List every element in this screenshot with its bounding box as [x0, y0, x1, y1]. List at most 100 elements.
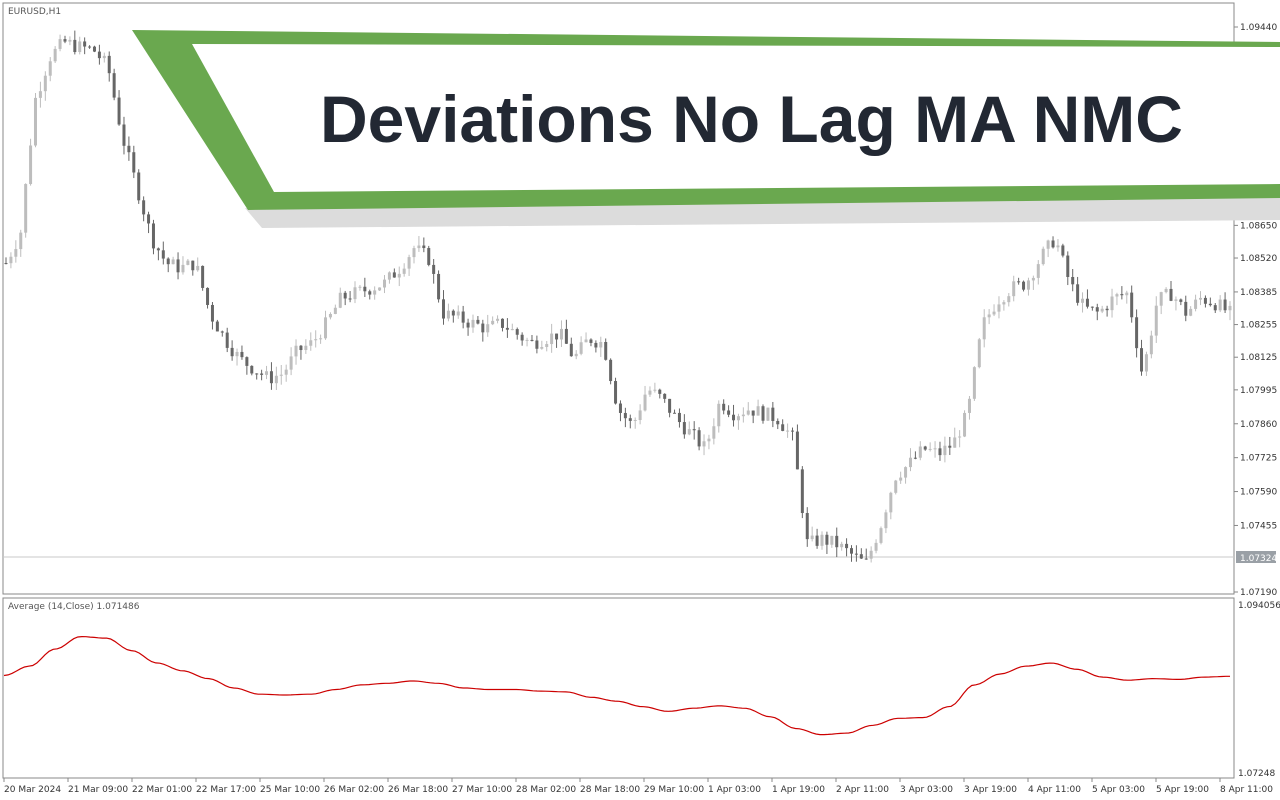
candle-body [97, 51, 101, 59]
candle-body [687, 429, 691, 435]
candle-body [923, 446, 927, 450]
candle-body [451, 310, 455, 316]
candle-body [383, 279, 387, 288]
candle-body [992, 311, 996, 315]
candle-body [1110, 296, 1114, 311]
candle-body [810, 535, 814, 540]
candle-body [766, 407, 770, 421]
candle-body [387, 272, 391, 280]
candle-body [1179, 299, 1183, 302]
time-tick-label: 3 Apr 19:00 [964, 785, 1017, 795]
candle-body [245, 357, 249, 366]
candle-body [658, 389, 662, 394]
candle-body [859, 554, 863, 559]
candle-body [717, 403, 721, 427]
candle-body [673, 412, 677, 414]
candle-body [1218, 299, 1222, 311]
time-tick-label: 28 Mar 02:00 [516, 785, 576, 795]
candle-body [1056, 245, 1060, 248]
indicator-label: Average (14,Close) 1.071486 [8, 602, 140, 612]
price-tick-label: 1.08125 [1240, 353, 1277, 363]
candle-body [849, 548, 853, 554]
candle-body [795, 431, 799, 470]
candle-body [132, 152, 136, 173]
candle-body [928, 448, 932, 450]
candle-body [1022, 281, 1026, 290]
candle-body [830, 535, 834, 545]
candle-body [869, 550, 873, 559]
candle-body [294, 345, 298, 357]
candle-body [884, 512, 888, 529]
candle-body [117, 97, 121, 125]
candle-body [235, 351, 239, 357]
candle-body [918, 446, 922, 458]
symbol-label: EURUSD,H1 [8, 7, 61, 17]
candle-body [594, 342, 598, 348]
candle-body [589, 339, 593, 343]
candle-body [156, 248, 160, 251]
candle-body [1002, 302, 1006, 305]
candle-body [181, 264, 185, 273]
candles-layer [4, 30, 1232, 563]
candle-body [1041, 248, 1045, 265]
candle-body [1120, 294, 1124, 296]
candle-body [1007, 296, 1011, 303]
candle-body [53, 48, 57, 62]
candle-body [815, 535, 819, 546]
candle-body [397, 273, 401, 278]
candle-body [304, 345, 308, 351]
candle-body [422, 245, 426, 249]
candle-body [4, 263, 8, 265]
candle-body [284, 369, 288, 375]
price-tick-label: 1.07725 [1240, 454, 1277, 464]
candle-body [92, 46, 96, 52]
candle-body [535, 340, 539, 349]
candle-body [1140, 348, 1144, 372]
candle-body [1095, 307, 1099, 312]
candle-body [864, 558, 868, 560]
candle-body [1036, 264, 1040, 278]
time-tick-label: 26 Mar 18:00 [388, 785, 448, 795]
time-tick-label: 28 Mar 18:00 [580, 785, 640, 795]
candle-body [604, 342, 608, 360]
time-tick-label: 3 Apr 03:00 [900, 785, 953, 795]
candle-body [269, 371, 273, 384]
candle-body [555, 333, 559, 340]
candle-body [569, 343, 573, 357]
candle-body [446, 310, 450, 319]
candle-body [889, 492, 893, 513]
candle-body [1164, 288, 1168, 293]
candle-body [663, 393, 667, 399]
candle-body [1031, 277, 1035, 281]
candle-body [525, 339, 529, 341]
candle-body [112, 73, 116, 98]
candle-body [407, 257, 411, 269]
candle-body [840, 543, 844, 548]
candle-body [1174, 299, 1178, 301]
candle-body [176, 259, 180, 273]
current-price-tag [1236, 551, 1276, 563]
candle-body [550, 333, 554, 345]
candle-body [712, 426, 716, 439]
candle-body [967, 398, 971, 413]
candle-body [319, 338, 323, 340]
candle-body [363, 286, 367, 292]
candle-body [147, 214, 151, 224]
candle-body [584, 339, 588, 343]
candle-body [677, 412, 681, 423]
candle-body [412, 248, 416, 258]
banner-title: Deviations No Lag MA NMC [320, 82, 1183, 156]
candle-body [510, 329, 514, 331]
candle-body [564, 328, 568, 344]
candle-body [240, 351, 244, 358]
candle-body [682, 422, 686, 435]
candle-body [697, 430, 701, 447]
candle-body [545, 344, 549, 348]
price-tick-label: 1.08650 [1240, 221, 1277, 231]
candle-body [191, 260, 195, 271]
candle-body [1081, 298, 1085, 303]
candle-body [1144, 354, 1148, 372]
candle-body [633, 419, 637, 421]
candle-body [250, 365, 254, 374]
candle-body [1085, 298, 1089, 307]
